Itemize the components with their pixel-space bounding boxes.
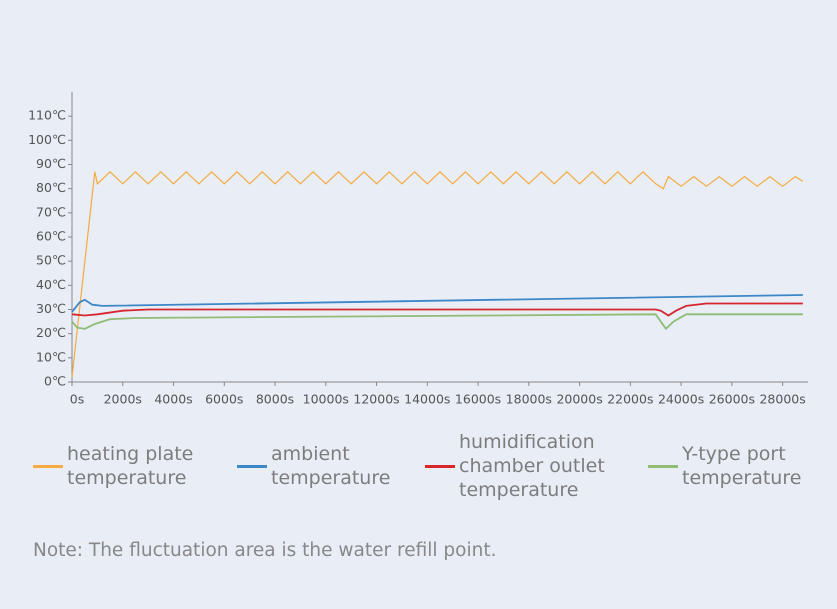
y-tick-label: 20℃ — [36, 325, 66, 340]
y-tick-label: 40℃ — [36, 277, 66, 292]
legend-swatch — [648, 464, 678, 468]
x-tick-label: 8000s — [256, 392, 294, 407]
y-tick-label: 60℃ — [36, 229, 66, 244]
x-tick-label: 4000s — [154, 392, 192, 407]
legend-label: ambient temperature — [271, 443, 391, 489]
chart: 0℃ 10℃ 20℃ 30℃ 40℃ 50℃ 60℃ 70℃ 80℃ 90℃ 100℃ 110℃ 0s 2… — [28, 92, 808, 407]
x-tick-label: 10000s — [303, 392, 349, 407]
x-tick-label: 6000s — [205, 392, 243, 407]
series-line — [71, 302, 803, 317]
legend-label: heating plate temperature — [67, 443, 194, 489]
x-tick-label: 2000s — [104, 392, 142, 407]
y-tick-label: 70℃ — [36, 204, 66, 219]
y-tick-label: 0℃ — [44, 374, 66, 389]
x-tick-label: 12000s — [353, 392, 399, 407]
series-line — [71, 313, 803, 331]
x-tick-label: 22000s — [607, 392, 653, 407]
series-line — [71, 294, 803, 313]
legend-swatch — [237, 464, 267, 468]
y-tick-label: 110℃ — [28, 108, 66, 123]
legend-item: humidification chamber outlet temperatur… — [425, 430, 629, 502]
note: Note: The fluctuation area is the water … — [33, 540, 497, 561]
y-tick-label: 30℃ — [36, 301, 66, 316]
legend-item: Y-type port temperature — [648, 442, 822, 490]
x-tick-label: 20000s — [556, 392, 602, 407]
x-tick-label: 26000s — [709, 392, 755, 407]
x-tick-label: 16000s — [455, 392, 501, 407]
x-tick-label: 24000s — [658, 392, 704, 407]
y-tick-label: 10℃ — [36, 349, 66, 364]
x-tick-label: 18000s — [506, 392, 552, 407]
legend-label: Y-type port temperature — [682, 443, 802, 489]
y-tick-label: 90℃ — [36, 156, 66, 171]
legend-swatch — [33, 464, 63, 468]
legend-item: ambient temperature — [237, 442, 401, 490]
x-tick-label: 14000s — [404, 392, 450, 407]
x-tick-label: 28000s — [759, 392, 805, 407]
y-tick-label: 50℃ — [36, 253, 66, 268]
y-tick-label: 80℃ — [36, 180, 66, 195]
x-tick-label: 0s — [70, 392, 84, 407]
y-tick-label: 100℃ — [28, 132, 66, 147]
legend-label: humidification chamber outlet temperatur… — [459, 431, 605, 501]
legend-swatch — [425, 464, 455, 468]
series-line — [71, 170, 804, 378]
legend-item: heating plate temperature — [33, 442, 207, 490]
